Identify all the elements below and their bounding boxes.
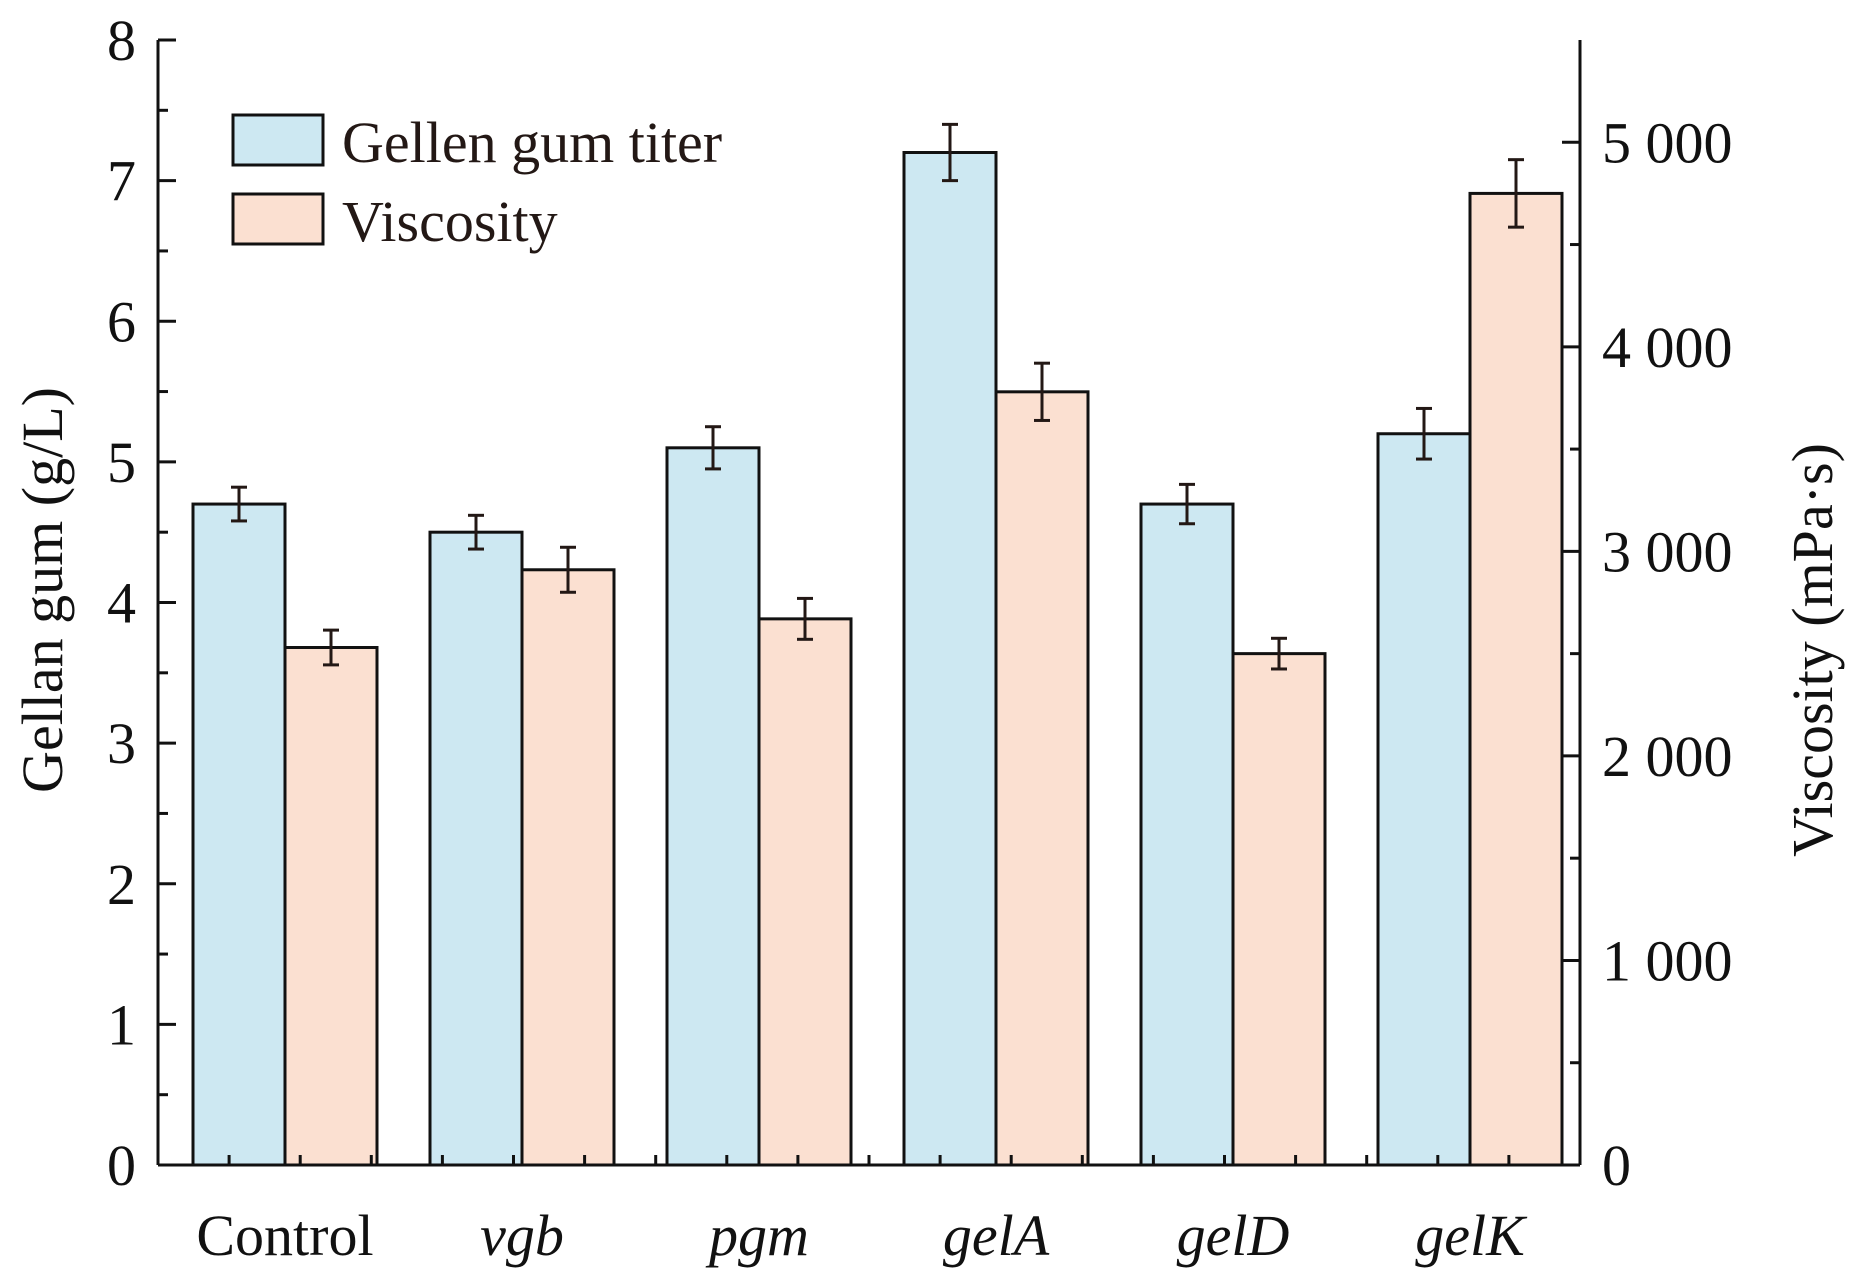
axes: Control vgb pgm gelA gelD gelK 0 1 2 3 4 5 6 7 8 0 1 000… bbox=[107, 8, 1733, 1268]
plot-area bbox=[191, 122, 1564, 1167]
legend: Gellen gum titer Viscosity bbox=[231, 110, 722, 254]
y-left-tick-label: 3 bbox=[107, 711, 136, 776]
y-left-tick-label: 2 bbox=[107, 852, 136, 917]
bar-viscosity-Control bbox=[283, 646, 379, 1167]
y-left-tick-label: 8 bbox=[107, 8, 136, 73]
bar-viscosity-vgb bbox=[520, 568, 616, 1167]
y-right-tick-label: 2 000 bbox=[1602, 724, 1733, 789]
y-left-tick-label: 0 bbox=[107, 1133, 136, 1198]
x-tick-label: Control bbox=[196, 1203, 373, 1268]
y-right-tick-label: 3 000 bbox=[1602, 519, 1733, 584]
bar-viscosity-pgm bbox=[757, 617, 853, 1167]
bar-viscosity-gelD bbox=[1231, 652, 1327, 1167]
y-left-tick-label: 6 bbox=[107, 289, 136, 354]
legend-swatch-titer bbox=[231, 113, 325, 167]
bar-viscosity-gelA bbox=[994, 390, 1090, 1167]
x-tick-label: gelK bbox=[1415, 1203, 1528, 1268]
bar-titer-gelD bbox=[1139, 502, 1235, 1167]
bar-viscosity-gelK bbox=[1468, 191, 1564, 1167]
x-tick-label: gelA bbox=[943, 1203, 1050, 1268]
x-tick-label: pgm bbox=[705, 1203, 809, 1268]
y-right-tick-label: 1 000 bbox=[1602, 928, 1733, 993]
bar-titer-pgm bbox=[665, 446, 761, 1167]
legend-label-viscosity: Viscosity bbox=[342, 189, 558, 254]
x-tick-label: gelD bbox=[1177, 1203, 1290, 1268]
bar-titer-gelA bbox=[902, 151, 998, 1167]
legend-label-titer: Gellen gum titer bbox=[342, 110, 722, 175]
y-right-tick-label: 0 bbox=[1602, 1133, 1631, 1198]
y-right-tick-label: 4 000 bbox=[1602, 315, 1733, 380]
y-left-tick-label: 4 bbox=[107, 571, 136, 636]
bar-titer-vgb bbox=[428, 530, 524, 1167]
x-tick-label: vgb bbox=[480, 1203, 564, 1268]
legend-swatch-viscosity bbox=[231, 192, 325, 246]
bar-titer-Control bbox=[191, 502, 287, 1167]
y-right-axis-title: Viscosity (mPa·s) bbox=[1780, 443, 1845, 857]
y-left-tick-label: 1 bbox=[107, 992, 136, 1057]
y-left-tick-label: 7 bbox=[107, 149, 136, 214]
y-right-tick-label: 5 000 bbox=[1602, 110, 1733, 175]
y-left-axis-title: Gellan gum (g/L) bbox=[10, 387, 75, 793]
bar-titer-gelK bbox=[1376, 432, 1472, 1167]
y-left-tick-label: 5 bbox=[107, 430, 136, 495]
